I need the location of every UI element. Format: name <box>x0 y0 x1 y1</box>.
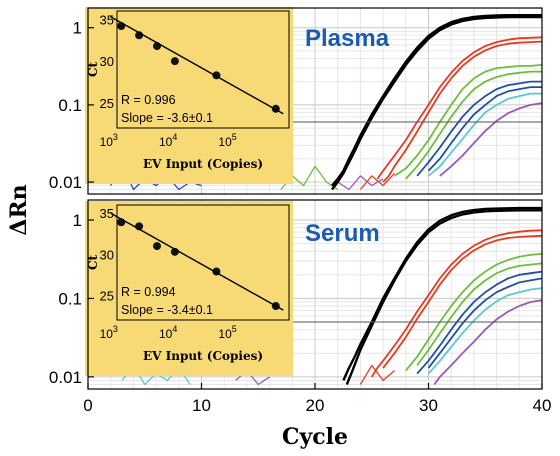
baseline-noise-trace <box>337 175 384 191</box>
amplification-curve <box>331 13 542 187</box>
plasma-inset-y-axis-label: Ct <box>86 61 100 77</box>
amplification-curve <box>371 229 543 378</box>
plasma-inset-slope-value: Slope = -3.6±0.1 <box>121 111 213 125</box>
amplification-curve <box>433 299 543 386</box>
plasma-inset-x-axis-label: EV Input (Copies) <box>143 157 263 171</box>
inset-y-tick-label: 25 <box>100 96 114 111</box>
y-tick-label: 0.1 <box>58 289 82 308</box>
amplification-curve <box>405 70 542 180</box>
y-axis-label: ΔRn <box>6 184 32 235</box>
x-tick-label: 20 <box>306 396 325 415</box>
amplification-curve <box>427 92 542 177</box>
x-tick-label: 30 <box>419 396 438 415</box>
serum-panel-label: Serum <box>305 220 380 247</box>
amplification-curve <box>345 209 542 385</box>
x-axis-label: Cycle <box>282 424 348 450</box>
plasma-amplification-curves <box>110 13 543 191</box>
serum-y-tick-labels: 0.01 0.1 1 <box>49 211 94 387</box>
plasma-inset-r-value: R = 0.996 <box>121 93 176 107</box>
amplification-curve <box>342 206 542 381</box>
serum-inset-y-ticks: 25 30 35 <box>100 206 114 303</box>
serum-inset-fit-line <box>110 212 284 311</box>
amplification-curve <box>331 15 542 191</box>
amplification-curve <box>427 287 543 375</box>
baseline-noise-trace <box>359 172 395 190</box>
plasma-inset-frame <box>116 10 290 129</box>
y-tick-label: 1 <box>73 19 82 38</box>
plasma-plot-frame <box>87 7 543 195</box>
x-tick-label: 40 <box>533 396 552 415</box>
y-tick-label: 0.01 <box>49 368 82 387</box>
amplification-curve <box>394 64 543 177</box>
inset-data-point <box>152 242 161 251</box>
plasma-amplification-panel: Plasma R = 0.996 Slope = -3.6±0.1 25 30 35… <box>49 7 543 195</box>
plasma-inset-fit-line <box>110 16 284 115</box>
inset-data-point <box>170 57 179 66</box>
plasma-inset-background <box>85 7 293 184</box>
amplification-curve <box>416 262 543 366</box>
amplification-curve <box>376 36 543 180</box>
amplification-curve <box>416 270 543 375</box>
inset-y-tick-label: 35 <box>100 206 114 221</box>
inset-y-tick-label: 30 <box>100 247 114 262</box>
plasma-y-tick-labels: 0.01 0.1 1 <box>49 19 94 192</box>
inset-y-tick-label: 30 <box>100 54 114 69</box>
plasma-panel-label: Plasma <box>305 25 390 52</box>
amplification-curve <box>427 277 543 369</box>
y-tick-label: 0.01 <box>49 173 82 192</box>
inset-y-tick-label: 35 <box>100 12 114 27</box>
amplification-curve <box>427 86 542 172</box>
plasma-inset-y-ticks: 25 30 35 <box>100 12 114 111</box>
x-tick-label: 0 <box>83 396 92 415</box>
y-tick-label: 0.1 <box>58 96 82 115</box>
amplification-curve <box>382 234 543 369</box>
serum-inset-slope-value: Slope = -3.4±0.1 <box>121 303 213 317</box>
serum-inset-r-value: R = 0.994 <box>121 285 176 299</box>
x-tick-label: 10 <box>192 396 211 415</box>
serum-amplification-panel: Serum R = 0.994 Slope = -3.4±0.1 253035 … <box>49 199 543 390</box>
amplification-curve <box>439 102 543 177</box>
amplification-curve <box>405 253 543 372</box>
serum-amplification-curves <box>121 206 543 386</box>
serum-inset-frame <box>116 204 290 321</box>
inset-y-tick-label: 25 <box>100 288 114 303</box>
y-tick-label: 1 <box>73 211 82 230</box>
amplification-curve <box>416 80 542 177</box>
cycle-axis-tick-labels: 0 10 20 30 40 <box>83 383 551 415</box>
serum-inset-y-axis-label: Ct <box>86 254 100 270</box>
serum-inset-background <box>85 201 293 376</box>
amplification-curve <box>382 40 543 183</box>
serum-inset-x-axis-label: EV Input (Copies) <box>143 349 263 363</box>
baseline-noise-trace <box>359 364 395 385</box>
